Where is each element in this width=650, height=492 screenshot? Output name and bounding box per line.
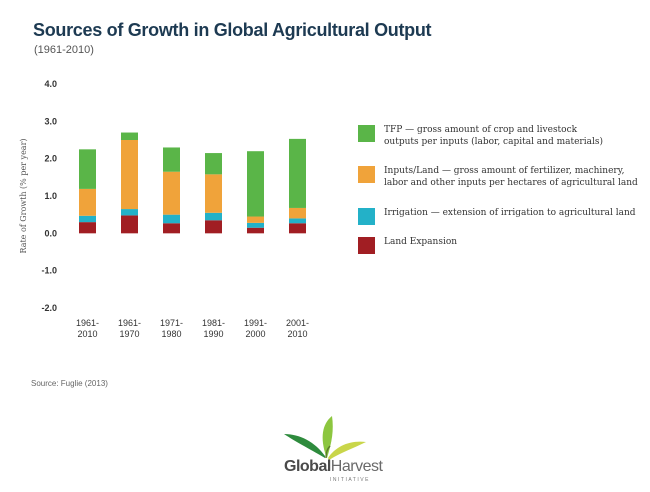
bar-segment-land — [289, 223, 306, 234]
bar-segment-inputs — [121, 140, 138, 210]
y-tick-label: 0.0 — [44, 228, 57, 238]
x-tick-label: 1961- — [118, 318, 141, 328]
x-tick-label: 1990 — [203, 329, 223, 339]
bar-segment-inputs — [289, 207, 306, 219]
logo-word-harvest: Harvest — [330, 458, 383, 475]
y-tick-label: 3.0 — [44, 116, 57, 126]
y-axis-label: Rate of Growth (% per year) — [19, 138, 28, 253]
legend-label-tfp: outputs per inputs (labor, capital and m… — [384, 136, 603, 147]
legend-label-inputs: Inputs/Land — gross amount of fertilizer… — [384, 166, 624, 176]
x-tick-label: 1981- — [202, 318, 225, 328]
x-axis: 1961-20101961-19701971-19801981-19901991… — [76, 318, 309, 339]
legend-label-irrigation: Irrigation — extension of irrigation to … — [384, 208, 636, 218]
x-tick-label: 1971- — [160, 318, 183, 328]
bar-segment-tfp — [163, 147, 180, 172]
bar-segment-tfp — [247, 151, 264, 217]
legend-swatch-irrigation — [358, 208, 375, 225]
x-tick-label: 1961- — [76, 318, 99, 328]
legend-swatch-land — [358, 237, 375, 254]
bar-segment-inputs — [163, 171, 180, 215]
bar-segment-tfp — [205, 153, 222, 175]
bar-segment-irrigation — [205, 212, 222, 221]
x-tick-label: 2000 — [245, 329, 265, 339]
y-tick-label: 2.0 — [44, 154, 57, 164]
y-tick-label: -2.0 — [41, 303, 57, 313]
logo-tagline: INITIATIVE — [330, 477, 370, 483]
legend-swatch-tfp — [358, 125, 375, 142]
bar-group — [79, 132, 306, 234]
logo-word-global: Global — [284, 458, 331, 475]
bar-segment-tfp — [79, 149, 96, 189]
legend-label-inputs: labor and other inputs per hectares of a… — [384, 178, 638, 188]
chart-subtitle: (1961-2010) — [34, 44, 94, 56]
bar-segment-tfp — [289, 138, 306, 208]
bar-segment-land — [247, 227, 264, 234]
bar-segment-land — [121, 215, 138, 234]
logo-wordmark: GlobalHarvest — [284, 458, 383, 476]
source-note: Source: Fuglie (2013) — [31, 379, 108, 388]
x-tick-label: 2010 — [77, 329, 97, 339]
chart-title: Sources of Growth in Global Agricultural… — [33, 20, 432, 40]
y-tick-label: 4.0 — [44, 79, 57, 89]
legend: TFP — gross amount of crop and livestock… — [358, 125, 638, 254]
x-tick-label: 2010 — [287, 329, 307, 339]
y-axis: 4.0 3.0 2.0 1.0 0.0 -1.0 -2.0 Rate of Growth (%… — [19, 79, 57, 313]
x-tick-label: 1980 — [161, 329, 181, 339]
legend-label-tfp: TFP — gross amount of crop and livestock — [384, 125, 578, 135]
stacked-bar-chart: 4.0 3.0 2.0 1.0 0.0 -1.0 -2.0 Rate of Growth (%… — [19, 79, 638, 339]
y-tick-label: 1.0 — [44, 191, 57, 201]
legend-swatch-inputs — [358, 166, 375, 183]
bar-segment-land — [79, 222, 96, 234]
legend-label-land: Land Expansion — [384, 237, 457, 247]
bar-segment-inputs — [79, 188, 96, 216]
bar-segment-land — [163, 223, 180, 234]
x-tick-label: 1991- — [244, 318, 267, 328]
bar-segment-irrigation — [247, 222, 264, 228]
x-tick-label: 1970 — [119, 329, 139, 339]
bar-segment-irrigation — [289, 218, 306, 224]
bar-segment-irrigation — [121, 209, 138, 216]
bar-segment-tfp — [121, 132, 138, 140]
bar-segment-irrigation — [163, 214, 180, 224]
y-tick-label: -1.0 — [41, 266, 57, 276]
x-tick-label: 2001- — [286, 318, 309, 328]
bar-segment-inputs — [205, 174, 222, 213]
global-harvest-leaf-logo — [284, 416, 366, 460]
bar-segment-land — [205, 220, 222, 234]
bar-segment-irrigation — [79, 215, 96, 223]
bar-segment-inputs — [247, 216, 264, 223]
